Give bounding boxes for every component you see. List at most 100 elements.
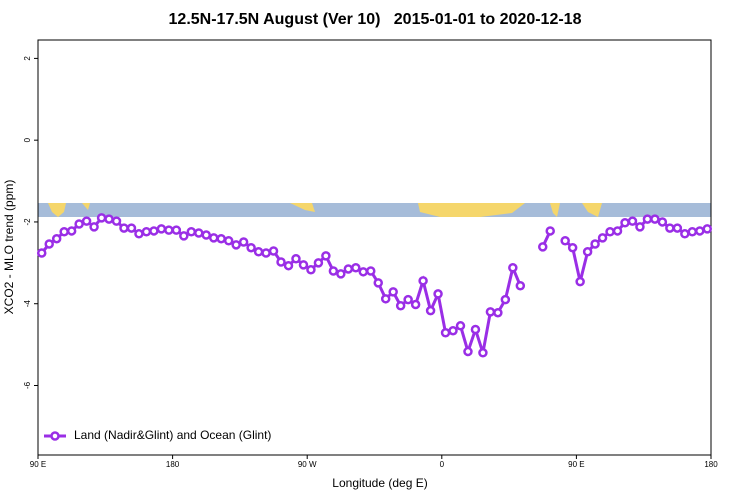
data-point: [351, 262, 361, 273]
data-point: [223, 236, 234, 246]
data-point: [627, 216, 638, 226]
data-point: [51, 233, 62, 244]
data-point: [657, 217, 668, 227]
data-point: [216, 233, 226, 244]
data-point: [201, 230, 211, 240]
data-point: [141, 227, 152, 237]
data-point: [560, 236, 570, 246]
data-point: [470, 324, 481, 335]
data-point: [81, 216, 92, 226]
x-tick-label: 0: [440, 460, 445, 469]
data-point: [238, 237, 249, 247]
data-point: [545, 226, 555, 236]
data-point: [395, 301, 406, 311]
legend-label: Land (Nadir&Glint) and Ocean (Glint): [74, 428, 271, 442]
data-point: [418, 276, 428, 286]
data-point: [493, 307, 503, 318]
y-tick-label: 2: [23, 56, 32, 61]
data-point: [321, 251, 331, 261]
data-point: [642, 214, 653, 224]
data-point: [478, 348, 488, 358]
data-point: [231, 240, 241, 250]
data-point: [298, 260, 309, 270]
data-point: [179, 231, 189, 241]
x-tick-label: 180: [166, 460, 180, 469]
data-point: [403, 294, 413, 305]
data-point: [358, 267, 369, 277]
data-point: [538, 242, 548, 252]
data-point: [111, 216, 122, 226]
data-point: [208, 233, 219, 243]
data-point: [500, 294, 511, 305]
data-point: [425, 305, 436, 316]
data-point: [306, 265, 316, 275]
data-point: [283, 260, 294, 271]
data-point: [388, 287, 398, 297]
data-point: [253, 247, 264, 257]
data-point: [440, 327, 451, 338]
data-point: [164, 225, 174, 235]
data-point: [96, 213, 107, 223]
data-point: [104, 214, 114, 224]
data-point: [74, 219, 84, 229]
data-point: [36, 248, 47, 258]
data-point: [44, 239, 54, 249]
x-tick-label: 90 E: [568, 460, 584, 469]
data-point: [410, 299, 421, 310]
data-point: [328, 266, 339, 276]
data-point: [597, 233, 608, 243]
data-point: [515, 280, 526, 291]
data-point: [119, 223, 129, 233]
data-point: [343, 264, 354, 274]
data-point: [380, 294, 391, 304]
data-point: [635, 222, 645, 232]
plot-frame: [37, 39, 712, 456]
data-point: [194, 228, 204, 238]
x-axis-label: Longitude (deg E): [332, 476, 427, 490]
data-point: [186, 227, 197, 237]
data-point: [268, 246, 279, 256]
data-point: [126, 223, 137, 233]
data-point: [276, 257, 286, 267]
x-tick-label: 90 W: [298, 460, 317, 469]
data-point: [336, 269, 346, 279]
data-point: [575, 276, 585, 287]
data-point: [149, 226, 159, 236]
data-point: [448, 325, 458, 336]
data-point: [695, 226, 705, 236]
data-point: [665, 223, 675, 233]
y-tick-label: 0: [23, 137, 32, 142]
data-point: [156, 224, 167, 234]
data-point: [620, 218, 630, 228]
x-tick-label: 90 E: [30, 460, 46, 469]
y-tick-label: -2: [23, 218, 32, 226]
data-point: [702, 224, 713, 234]
y-axis-label: XCO2 - MLO trend (ppm): [2, 180, 16, 315]
data-point: [261, 248, 271, 258]
map-band: [38, 203, 711, 217]
data-point: [134, 229, 144, 239]
data-point: [291, 253, 301, 264]
x-tick-label: 180: [704, 460, 718, 469]
data-point: [680, 229, 690, 239]
data-point: [687, 227, 698, 237]
data-point: [612, 226, 623, 236]
data-point: [59, 227, 69, 237]
data-point: [246, 242, 256, 253]
data-point: [373, 278, 383, 288]
data-point: [605, 227, 615, 237]
data-point: [313, 258, 324, 268]
y-tick-label: -6: [23, 381, 32, 389]
chart-title: 12.5N-17.5N August (Ver 10) 2015-01-01 t…: [169, 11, 582, 28]
data-point: [171, 225, 182, 235]
data-point: [672, 223, 683, 233]
data-point: [433, 289, 443, 299]
legend-marker: [50, 431, 60, 441]
data-point: [567, 242, 578, 253]
data-point: [650, 214, 660, 224]
data-point: [590, 239, 600, 249]
data-point: [463, 346, 473, 357]
data-point: [366, 266, 376, 276]
data-point: [485, 307, 496, 317]
